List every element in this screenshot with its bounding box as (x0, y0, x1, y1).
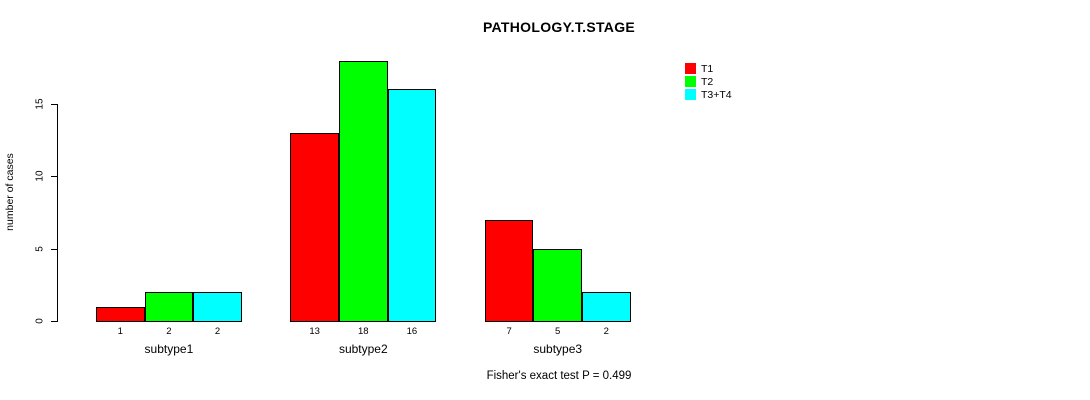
bar-value-label: 2 (214, 326, 221, 337)
legend-swatch-T2 (685, 76, 696, 87)
bar-T3+T4-subtype1 (193, 292, 242, 322)
bar-value-label: 1 (117, 326, 123, 337)
y-tick-mark (51, 248, 57, 250)
category-label: subtype3 (533, 342, 583, 356)
y-tick-mark (51, 321, 57, 322)
bar-T3+T4-subtype2 (387, 89, 437, 322)
y-axis-label: number of cases (4, 153, 16, 231)
legend: T1 T2 T3+T4 (685, 62, 732, 101)
y-tick-label: 15 (34, 98, 46, 110)
y-tick-mark (51, 176, 57, 178)
bar-value-label: 7 (506, 326, 512, 337)
bar-T2-subtype1 (144, 292, 194, 322)
y-tick-mark (51, 103, 57, 105)
bar-T1-subtype3 (484, 219, 534, 322)
legend-row: T2 (685, 75, 732, 88)
category-label: subtype2 (338, 342, 388, 356)
bar-value-label: 13 (309, 326, 320, 337)
legend-row: T3+T4 (685, 88, 732, 101)
y-tick-label: 0 (34, 318, 46, 324)
legend-swatch-T1 (685, 63, 696, 74)
bar-T1-subtype1 (96, 306, 145, 322)
bar-T2-subtype3 (533, 248, 582, 322)
bar-value-label: 18 (358, 326, 369, 337)
legend-label: T3+T4 (701, 88, 732, 101)
legend-row: T1 (685, 62, 732, 75)
caption: Fisher's exact test P = 0.499 (486, 370, 632, 382)
category-label: subtype1 (144, 342, 194, 356)
legend-label: T2 (701, 75, 714, 88)
bar-value-label: 5 (555, 326, 561, 337)
bar-T1-subtype2 (290, 132, 339, 322)
y-tick-label: 10 (34, 170, 46, 182)
y-axis-line (57, 103, 58, 322)
legend-label: T1 (701, 62, 714, 75)
bar-T3+T4-subtype3 (582, 292, 631, 322)
y-tick-label: 5 (34, 245, 46, 252)
legend-swatch-T3+T4 (685, 89, 696, 100)
chart-title: PATHOLOGY.T.STAGE (482, 19, 636, 35)
bar-value-label: 16 (406, 326, 418, 337)
bar-value-label: 2 (603, 326, 609, 337)
bar-value-label: 2 (166, 326, 172, 337)
bar-T2-subtype2 (339, 60, 388, 322)
